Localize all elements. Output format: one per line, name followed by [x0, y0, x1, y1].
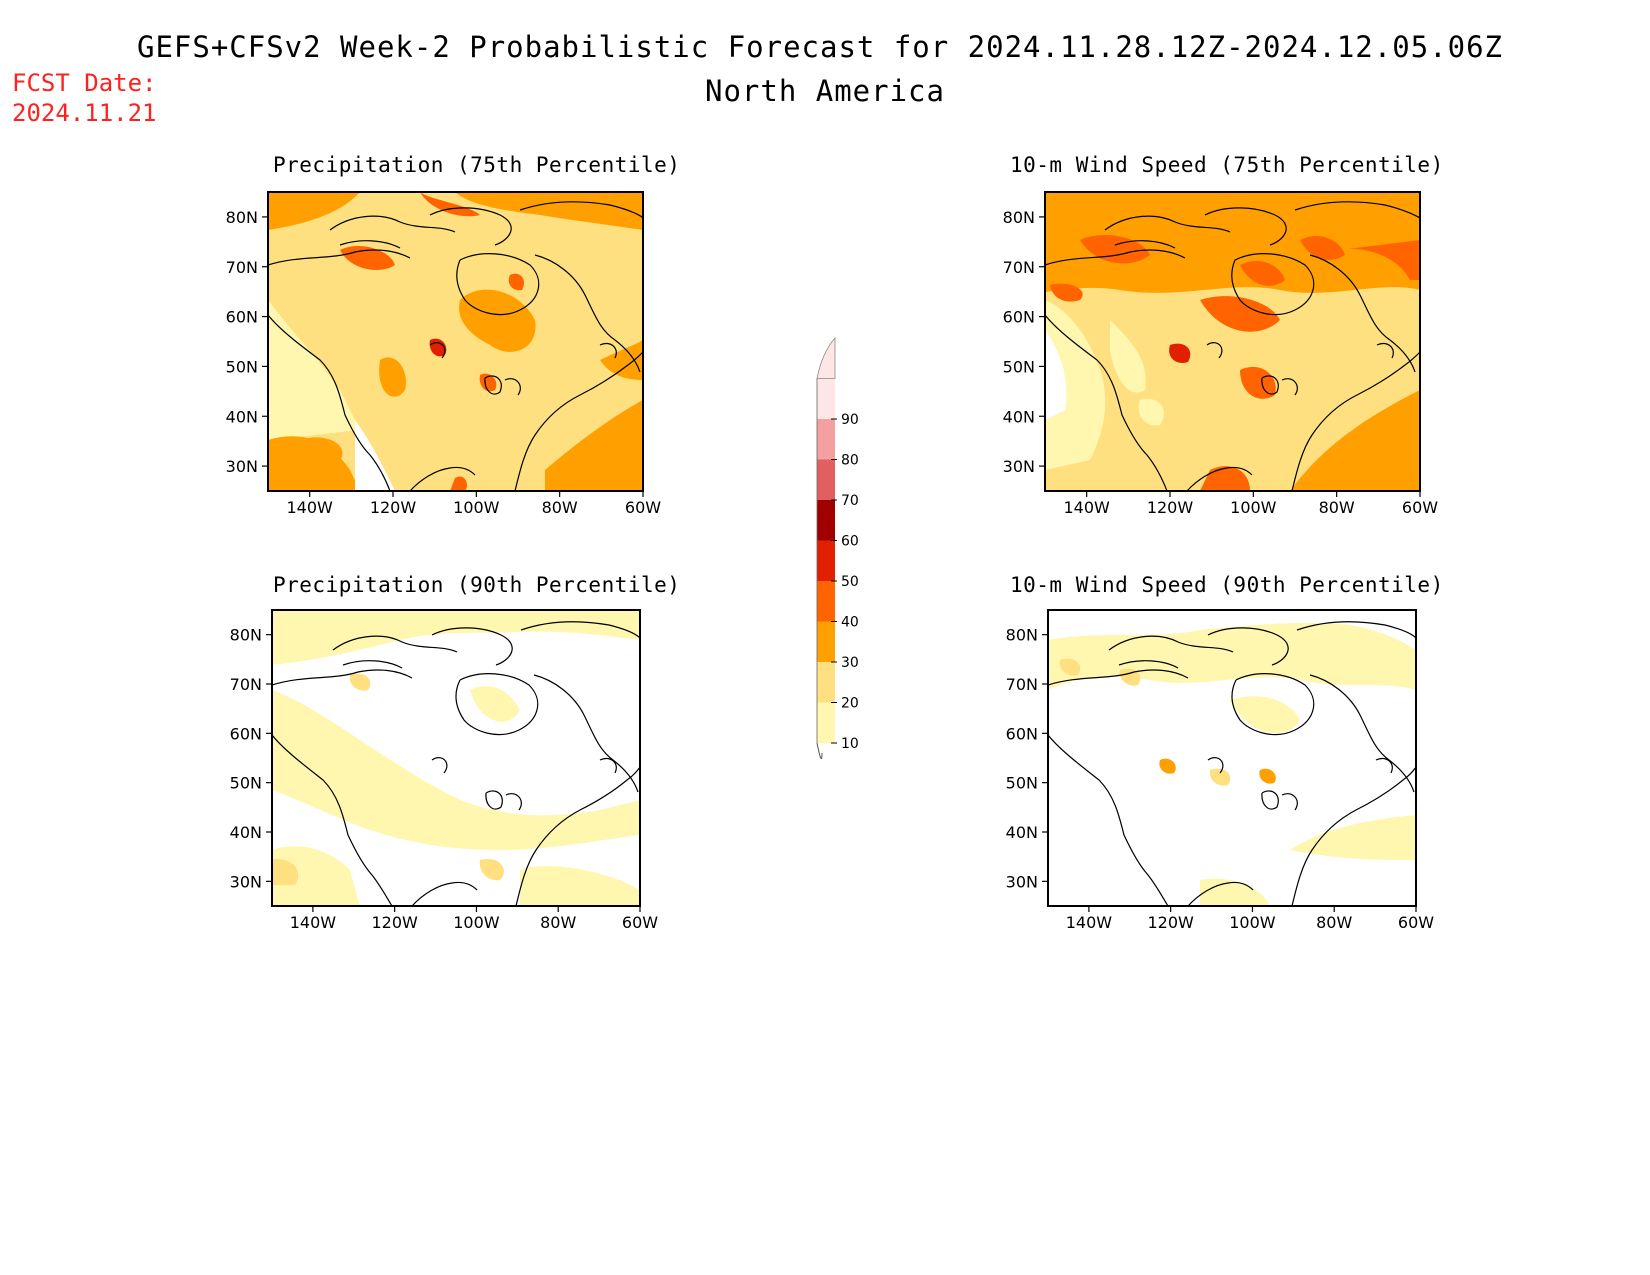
lon-tick-label: 60W: [1398, 913, 1434, 932]
forecast-date-label: FCST Date:: [12, 69, 157, 97]
map-panel-wind-75: [1045, 192, 1420, 491]
map-panel-wind-90: [1048, 610, 1416, 906]
colorbar-label: 20: [841, 696, 859, 712]
figure-title: GEFS+CFSv2 Week-2 Probabilistic Forecast…: [136, 30, 1503, 64]
forecast-date-value: 2024.11.21: [12, 99, 157, 127]
lon-tick-label: 80W: [1316, 913, 1352, 932]
lon-tick-label: 80W: [542, 498, 578, 517]
colorbar-label: 50: [841, 574, 859, 590]
lon-tick-label: 100W: [453, 498, 500, 517]
lon-tick-label: 140W: [1066, 913, 1113, 932]
lat-tick-label: 40N: [226, 407, 258, 426]
lat-tick-label: 70N: [230, 675, 262, 694]
panel-title-precip-90: Precipitation (90th Percentile): [273, 573, 681, 597]
lat-tick-label: 80N: [1006, 626, 1038, 645]
lat-tick-label: 30N: [1006, 872, 1038, 891]
colorbar-label: 90: [841, 412, 859, 428]
lat-tick-label: 60N: [230, 724, 262, 743]
colorbar-label: 60: [841, 534, 859, 550]
lon-tick-label: 140W: [290, 913, 337, 932]
colorbar-label: 40: [841, 615, 859, 631]
lon-tick-label: 120W: [371, 913, 418, 932]
figure-subtitle: North America: [705, 74, 945, 108]
colorbar-swatch: [817, 419, 835, 460]
lat-tick-label: 80N: [1003, 208, 1035, 227]
colorbar-swatch: [817, 662, 835, 703]
axis-ticks-wind-75: 80N 70N 60N 50N 40N 30N 140W 120W 100W 80W 60W: [1003, 208, 1439, 517]
lon-tick-label: 60W: [1402, 498, 1438, 517]
colorbar-swatch: [817, 581, 835, 622]
colorbar-swatch: [817, 702, 835, 743]
map-panel-precip-90: [272, 610, 640, 906]
lat-tick-label: 70N: [1006, 675, 1038, 694]
lon-tick-label: 100W: [1230, 498, 1277, 517]
map-frame-wind-75: [1044, 191, 1421, 492]
colorbar-label: 80: [841, 453, 859, 469]
panel-title-wind-75: 10-m Wind Speed (75th Percentile): [1010, 153, 1444, 177]
panel-title-precip-75: Precipitation (75th Percentile): [273, 153, 681, 177]
lat-tick-label: 60N: [1006, 724, 1038, 743]
lat-tick-label: 40N: [1003, 407, 1035, 426]
lat-tick-label: 70N: [1003, 258, 1035, 277]
map-frame-precip-90: [271, 609, 641, 907]
lat-tick-label: 80N: [226, 208, 258, 227]
lon-tick-label: 100W: [1229, 913, 1276, 932]
colorbar-swatch: [817, 621, 835, 662]
colorbar: 10 20 30 40 50 60 70 80 90: [816, 336, 859, 760]
panel-title-wind-90: 10-m Wind Speed (90th Percentile): [1010, 573, 1444, 597]
lat-tick-label: 40N: [1006, 823, 1038, 842]
axis-ticks-precip-90: 80N 70N 60N 50N 40N 30N 140W 120W 100W 80W 60W: [230, 626, 659, 932]
lon-tick-label: 140W: [286, 498, 333, 517]
lat-tick-label: 60N: [1003, 308, 1035, 327]
lon-tick-label: 100W: [453, 913, 500, 932]
lat-tick-label: 50N: [1006, 774, 1038, 793]
lat-tick-label: 50N: [230, 774, 262, 793]
lat-tick-label: 40N: [230, 823, 262, 842]
lat-tick-label: 30N: [226, 457, 258, 476]
lat-tick-label: 50N: [1003, 357, 1035, 376]
lon-tick-label: 120W: [1147, 498, 1194, 517]
map-frame-precip-75: [267, 191, 644, 492]
colorbar-label: 10: [841, 736, 859, 752]
lat-tick-label: 50N: [226, 357, 258, 376]
lon-tick-label: 120W: [1147, 913, 1194, 932]
colorbar-swatch: [817, 500, 835, 541]
lat-tick-label: 70N: [226, 258, 258, 277]
colorbar-label: 30: [841, 655, 859, 671]
colorbar-swatch: [817, 378, 835, 419]
colorbar-swatch: [817, 540, 835, 581]
lat-tick-label: 80N: [230, 626, 262, 645]
colorbar-label: 70: [841, 493, 859, 509]
map-frame-wind-90: [1047, 609, 1417, 907]
lat-tick-label: 60N: [226, 308, 258, 327]
lat-tick-label: 30N: [1003, 457, 1035, 476]
lon-tick-label: 80W: [540, 913, 576, 932]
map-panel-precip-75: [268, 192, 643, 491]
lon-tick-label: 140W: [1063, 498, 1110, 517]
lon-tick-label: 60W: [625, 498, 661, 517]
axis-ticks-wind-90: 80N 70N 60N 50N 40N 30N 140W 120W 100W 80W 60W: [1006, 626, 1435, 932]
lon-tick-label: 120W: [370, 498, 417, 517]
axis-ticks-precip-75: 80N 70N 60N 50N 40N 30N 140W 120W 100W 80W 60W: [226, 208, 662, 517]
colorbar-swatch: [817, 459, 835, 500]
lat-tick-label: 30N: [230, 872, 262, 891]
lon-tick-label: 60W: [622, 913, 658, 932]
lon-tick-label: 80W: [1319, 498, 1355, 517]
